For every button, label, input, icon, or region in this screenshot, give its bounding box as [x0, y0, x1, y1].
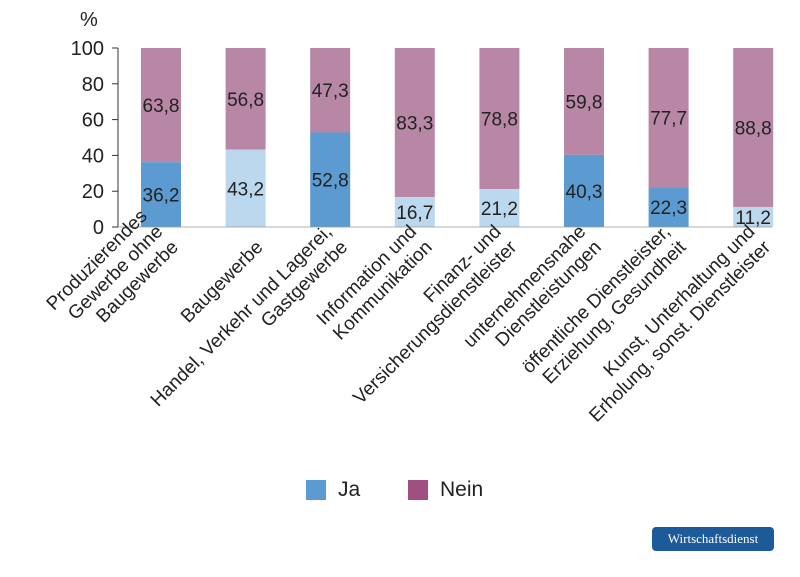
value-label-nein: 59,8 [566, 92, 603, 113]
bar-segment-nein [141, 48, 181, 163]
value-label-ja: 16,7 [396, 203, 433, 224]
bar-segment-ja [564, 154, 604, 227]
bar-segment-nein [394, 48, 435, 198]
bar-segment-nein [648, 48, 689, 188]
bar-segment-ja [733, 206, 774, 227]
y-tick-label: 20 [82, 181, 104, 203]
value-label-nein: 78,8 [481, 110, 518, 131]
legend-label-nein: Nein [440, 478, 484, 501]
value-label-ja: 40,3 [566, 182, 603, 203]
value-label-ja: 21,2 [481, 199, 518, 220]
value-label-nein: 88,8 [735, 118, 772, 139]
value-label-nein: 83,3 [396, 114, 433, 135]
y-tick-label: 80 [82, 74, 104, 96]
y-tick-label: 40 [82, 145, 104, 167]
bar-segment-ja [648, 187, 689, 227]
category-labels: ProduzierendesGewerbe ohneBaugewerbeBaug… [43, 206, 776, 427]
value-label-nein: 56,8 [227, 90, 264, 111]
value-label-ja: 11,2 [735, 208, 771, 229]
legend: Ja Nein [0, 478, 800, 508]
bar-segment-ja [310, 132, 351, 227]
bar-segment-nein [225, 48, 266, 150]
bar-segment-ja [479, 189, 520, 227]
legend-label-ja: Ja [338, 478, 361, 501]
y-axis: 0 20 40 60 80 100 [71, 38, 119, 239]
bar-segment-nein [564, 48, 604, 155]
value-label-nein: 47,3 [312, 81, 349, 102]
bars-group: 36,2 63,8 43,2 56,8 52,8 47,3 16,7 83,3 21,2 78,8… [118, 48, 774, 229]
y-tick-label: 100 [71, 38, 104, 60]
value-label-ja: 22,3 [650, 198, 687, 219]
legend-item-nein: Nein [408, 478, 483, 502]
source-badge: Wirtschaftsdienst [652, 527, 774, 551]
y-tick-label: 0 [93, 217, 104, 239]
value-label-ja: 36,2 [143, 186, 180, 207]
bar-segment-nein [479, 48, 520, 190]
legend-swatch-nein [408, 480, 428, 500]
stacked-bar-chart: % 0 20 40 60 80 100 36,2 63,8 43,2 56,8 52,8 47,3 1… [43, 9, 776, 427]
y-axis-unit-label: % [80, 9, 98, 31]
bar-segment-ja [394, 197, 435, 227]
bar-segment-ja [225, 149, 266, 227]
value-label-nein: 77,7 [650, 109, 687, 130]
y-tick-label: 60 [82, 110, 104, 132]
bar-segment-nein [310, 48, 351, 133]
value-label-ja: 52,8 [312, 171, 349, 192]
bar-segment-nein [733, 48, 774, 207]
value-label-ja: 43,2 [227, 179, 264, 200]
legend-item-ja: Ja [306, 478, 360, 502]
legend-swatch-ja [306, 480, 326, 500]
value-label-nein: 63,8 [143, 96, 180, 117]
bar-segment-ja [141, 162, 181, 227]
